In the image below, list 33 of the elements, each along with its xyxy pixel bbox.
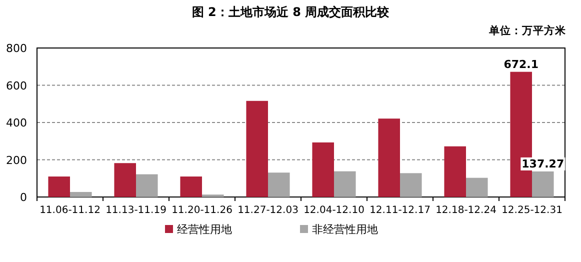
bar [246, 100, 268, 197]
bar [378, 118, 400, 197]
bar [532, 171, 554, 197]
data-label: 672.1 [504, 58, 539, 71]
x-tick-label: 11.27-12.03 [238, 205, 298, 216]
bar [400, 173, 422, 197]
bar [136, 174, 158, 197]
bar [48, 176, 70, 197]
y-tick-label: 600 [6, 79, 27, 92]
bar [268, 172, 290, 197]
x-tick-label: 12.11-12.17 [370, 205, 430, 216]
bar [334, 171, 356, 197]
y-tick-label: 400 [6, 116, 27, 130]
bar [466, 178, 488, 197]
data-label: 137.27 [522, 157, 564, 170]
y-tick-label: 0 [20, 191, 27, 204]
text: 单位：万平方米 [488, 24, 567, 37]
bar [312, 142, 334, 197]
legend-label: 经营性用地 [177, 223, 232, 236]
bar [180, 176, 202, 197]
x-tick-label: 11.06-11.12 [40, 205, 100, 216]
x-tick-label: 12.04-12.10 [304, 205, 364, 216]
x-tick-label: 12.18-12.24 [436, 205, 496, 216]
x-tick-label: 11.20-11.26 [172, 205, 232, 216]
x-tick-label: 11.13-11.19 [106, 205, 166, 216]
y-tick-label: 800 [6, 42, 27, 55]
legend-label: 非经营性用地 [312, 223, 378, 236]
y-tick-label: 200 [6, 154, 27, 167]
bar [70, 192, 92, 197]
bar [444, 146, 466, 197]
chart-title: 图 2：土地市场近 8 周成交面积比较 [192, 5, 390, 19]
bar [114, 163, 136, 197]
x-tick-label: 12.25-12.31 [502, 205, 562, 216]
